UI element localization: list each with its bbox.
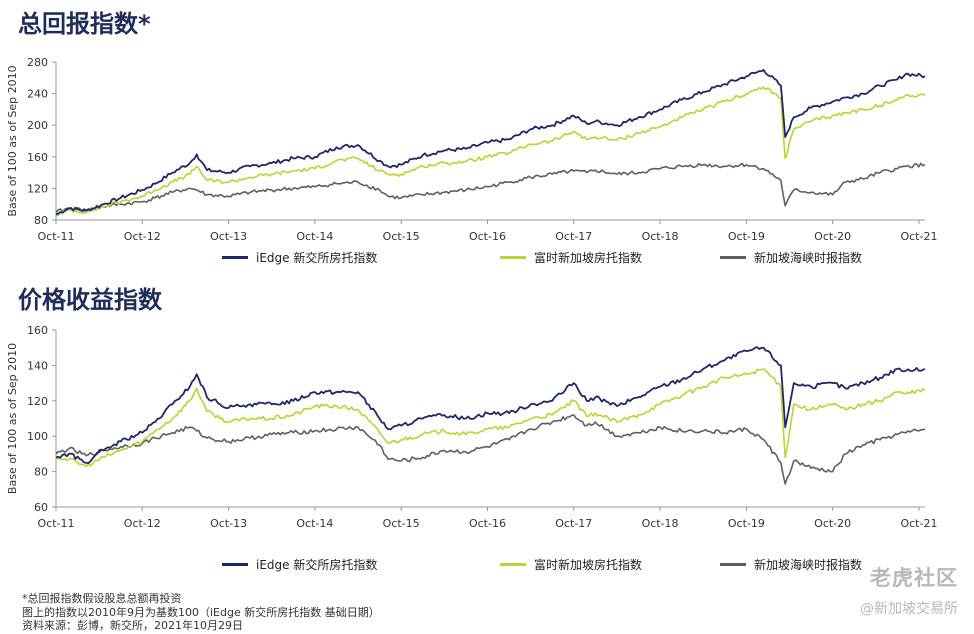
chart-title-total-return: 总回报指数* <box>18 10 151 38</box>
x-tick-label: Oct-14 <box>296 517 333 530</box>
legend-item-iedge: iEdge 新交所房托指数 <box>222 249 377 266</box>
legend-item-ft: 富时新加坡房托指数 <box>500 249 642 266</box>
series-line-ft <box>55 86 926 217</box>
legend-label: iEdge 新交所房托指数 <box>256 558 378 572</box>
footnotes: *总回报指数假设股息总额再投资 图上的指数以2010年9月为基数100（iEdg… <box>22 592 380 633</box>
y-tick-label: 140 <box>27 359 48 372</box>
legend-label: 富时新加坡房托指数 <box>534 558 643 572</box>
x-tick-label: Oct-16 <box>469 517 506 530</box>
x-tick-label: Oct-12 <box>124 230 161 243</box>
y-tick-label: 160 <box>27 324 48 337</box>
y-tick-label: 80 <box>34 466 48 479</box>
y-tick-label: 240 <box>27 88 48 101</box>
y-tick-label: 120 <box>27 395 48 408</box>
legend-item-sti: 新加坡海峡时报指数 <box>720 556 862 573</box>
x-tick-label: Oct-18 <box>642 230 679 243</box>
legend-item-iedge: iEdge 新交所房托指数 <box>222 556 377 573</box>
footnote-dividend: *总回报指数假设股息总额再投资 <box>22 592 182 605</box>
series-line-iedge <box>55 69 926 216</box>
y-tick-label: 80 <box>34 214 48 227</box>
y-axis-title: Base of 100 as of Sep 2010 <box>6 65 19 216</box>
x-tick-label: Oct-21 <box>900 230 937 243</box>
y-tick-label: 60 <box>34 501 48 514</box>
legend-item-sti: 新加坡海峡时报指数 <box>720 249 862 266</box>
legend-label: 新加坡海峡时报指数 <box>754 558 863 572</box>
watermark-logo-text: 老虎社区 <box>870 566 958 590</box>
total-return-chart: 80 120 160 200 240 280 Oct-11 Oct-12 Oct-13 Oct-1… <box>6 56 937 243</box>
legend-price-return: iEdge 新交所房托指数 富时新加坡房托指数 新加坡海峡时报指数 <box>0 556 974 576</box>
watermark: 老虎社区 @新加坡交易所 <box>860 562 958 618</box>
x-tick-label: Oct-15 <box>383 517 420 530</box>
y-tick-label: 120 <box>27 182 48 195</box>
legend-label: iEdge 新交所房托指数 <box>256 251 378 265</box>
footnote-source: 资料来源：彭博，新交所，2021年10月29日 <box>22 619 243 632</box>
y-tick-label: 100 <box>27 430 48 443</box>
legend-swatch <box>222 563 248 566</box>
x-tick-label: Oct-12 <box>124 517 161 530</box>
x-tick-label: Oct-16 <box>469 230 506 243</box>
y-tick-label: 200 <box>27 119 48 132</box>
x-tick-label: Oct-20 <box>814 517 851 530</box>
legend-item-ft: 富时新加坡房托指数 <box>500 556 642 573</box>
legend-swatch <box>720 563 746 566</box>
watermark-handle: @新加坡交易所 <box>860 601 958 617</box>
legend-swatch <box>500 563 526 566</box>
y-tick-label: 160 <box>27 151 48 164</box>
x-tick-label: Oct-17 <box>555 230 592 243</box>
x-tick-label: Oct-19 <box>728 230 765 243</box>
x-tick-label: Oct-17 <box>555 517 592 530</box>
x-tick-label: Oct-18 <box>642 517 679 530</box>
series-line-sti <box>55 414 926 485</box>
x-tick-label: Oct-13 <box>210 517 247 530</box>
series-line-ft <box>55 368 926 468</box>
y-tick-label: 280 <box>27 56 48 69</box>
legend-swatch <box>720 256 746 259</box>
series-line-iedge <box>55 346 926 465</box>
x-tick-label: Oct-11 <box>38 517 75 530</box>
x-tick-label: Oct-20 <box>814 230 851 243</box>
x-tick-label: Oct-21 <box>900 517 937 530</box>
x-tick-label: Oct-13 <box>210 230 247 243</box>
x-tick-label: Oct-11 <box>38 230 75 243</box>
footnote-base: 图上的指数以2010年9月为基数100（iEdge 新交所房托指数 基础日期） <box>22 605 380 619</box>
chart-title-price-return: 价格收益指数 <box>18 286 162 314</box>
series-line-sti <box>55 162 926 213</box>
x-tick-label: Oct-19 <box>728 517 765 530</box>
legend-swatch <box>500 256 526 259</box>
legend-swatch <box>222 256 248 259</box>
x-tick-label: Oct-14 <box>296 230 333 243</box>
price-return-chart: 60 80 100 120 140 160 Oct-11 Oct-12 Oct-13 Oct-14… <box>6 324 937 530</box>
legend-label: 富时新加坡房托指数 <box>534 251 643 265</box>
x-tick-label: Oct-15 <box>383 230 420 243</box>
y-axis-title: Base of 100 as of Sep 2010 <box>6 343 19 494</box>
legend-label: 新加坡海峡时报指数 <box>754 251 863 265</box>
legend-total-return: iEdge 新交所房托指数 富时新加坡房托指数 新加坡海峡时报指数 <box>0 249 974 269</box>
